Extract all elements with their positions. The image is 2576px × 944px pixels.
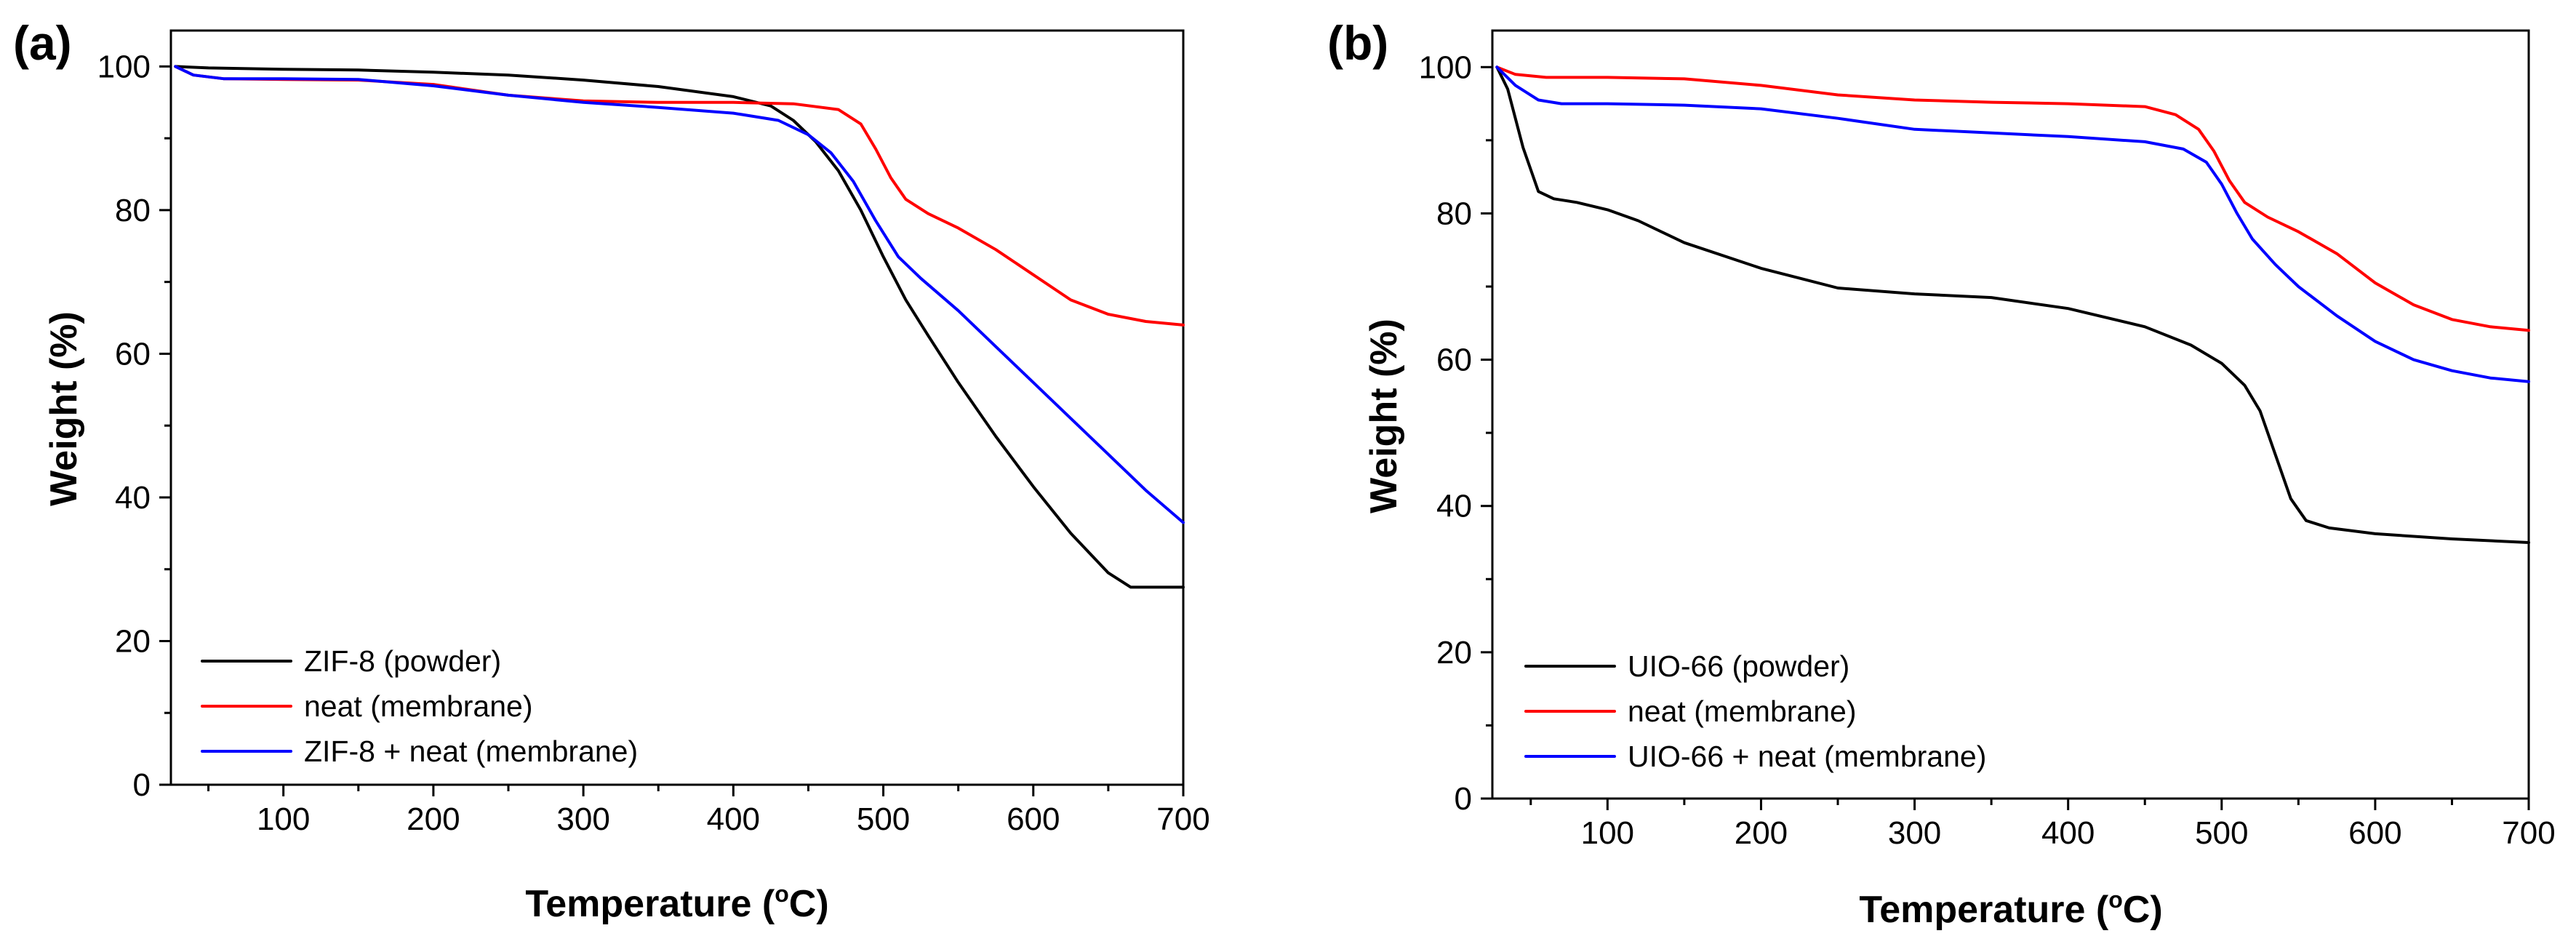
x-tick-label: 100 xyxy=(1581,815,1634,851)
x-axis-title: Temperature (oC) xyxy=(525,881,828,925)
x-tick-label: 300 xyxy=(1888,815,1941,851)
x-axis-title-unit: C) xyxy=(2123,889,2163,931)
y-tick-label: 40 xyxy=(115,480,151,516)
series-line-1 xyxy=(1495,65,2530,332)
degree-symbol: o xyxy=(2108,887,2123,913)
series-line-0 xyxy=(174,65,1185,589)
x-axis-title: Temperature (oC) xyxy=(1859,887,2162,931)
x-tick-label: 700 xyxy=(2502,815,2555,851)
y-tick-label: 100 xyxy=(1419,49,1472,85)
x-axis-title-text: Temperature ( xyxy=(525,883,775,925)
plot-frame xyxy=(1491,29,2530,800)
legend: UIO-66 (powder) neat (membrane) UIO-66 + n… xyxy=(1524,649,1986,773)
chart-panel-b: (b) 100 200 300 400 500 600 700 0 20 40 60 80 100 We… xyxy=(1327,16,2556,931)
legend-label-1: neat (membrane) xyxy=(304,689,532,723)
chart-panel-a: (a) 100 200 300 400 500 600 700 0 20 40 60 80 100 We… xyxy=(13,16,1210,925)
y-tick-label: 60 xyxy=(115,336,151,372)
series-line-0 xyxy=(1495,65,2530,544)
plot-frame xyxy=(169,29,1185,786)
series-line-2 xyxy=(174,65,1185,524)
y-tick-label: 20 xyxy=(1436,635,1472,671)
y-tick-label: 100 xyxy=(97,49,151,84)
legend-label-1: neat (membrane) xyxy=(1628,695,1856,728)
x-tick-label: 400 xyxy=(707,801,760,837)
x-tick-label: 300 xyxy=(556,801,609,837)
y-axis-title: Weight (%) xyxy=(43,311,85,506)
panel-label: (a) xyxy=(13,16,72,70)
axis-tick-labels: 100 200 300 400 500 600 700 0 20 40 60 80 100 xyxy=(97,49,1210,837)
degree-symbol: o xyxy=(775,881,789,907)
x-tick-label: 100 xyxy=(257,801,310,837)
y-tick-label: 60 xyxy=(1436,343,1472,378)
x-tick-label: 200 xyxy=(1735,815,1788,851)
x-tick-label: 600 xyxy=(1007,801,1060,837)
data-series xyxy=(174,65,1185,589)
x-tick-label: 200 xyxy=(407,801,460,837)
y-tick-label: 80 xyxy=(1436,196,1472,231)
y-axis-title: Weight (%) xyxy=(1363,319,1405,513)
series-line-2 xyxy=(1495,65,2530,383)
axis-tick-labels: 100 200 300 400 500 600 700 0 20 40 60 80 100 xyxy=(1419,49,2556,851)
x-tick-label: 400 xyxy=(2041,815,2095,851)
panel-label: (b) xyxy=(1327,16,1388,70)
x-tick-label: 700 xyxy=(1156,801,1209,837)
legend-label-2: ZIF-8 + neat (membrane) xyxy=(304,735,638,768)
y-tick-label: 0 xyxy=(1455,781,1472,817)
y-tick-label: 80 xyxy=(115,193,151,228)
x-tick-label: 500 xyxy=(857,801,910,837)
x-axis-title-unit: C) xyxy=(789,883,829,925)
legend: ZIF-8 (powder) neat (membrane) ZIF-8 + nea… xyxy=(201,644,638,768)
axis-ticks xyxy=(1481,65,2530,810)
x-tick-label: 600 xyxy=(2348,815,2401,851)
legend-label-0: UIO-66 (powder) xyxy=(1628,649,1849,683)
data-series xyxy=(1495,65,2530,544)
y-tick-label: 0 xyxy=(133,767,151,803)
axis-ticks xyxy=(159,65,1185,796)
legend-label-0: ZIF-8 (powder) xyxy=(304,644,501,678)
legend-label-2: UIO-66 + neat (membrane) xyxy=(1628,740,1986,773)
y-tick-label: 20 xyxy=(115,623,151,659)
y-tick-label: 40 xyxy=(1436,489,1472,524)
x-axis-title-text: Temperature ( xyxy=(1859,889,2109,931)
x-tick-label: 500 xyxy=(2195,815,2248,851)
